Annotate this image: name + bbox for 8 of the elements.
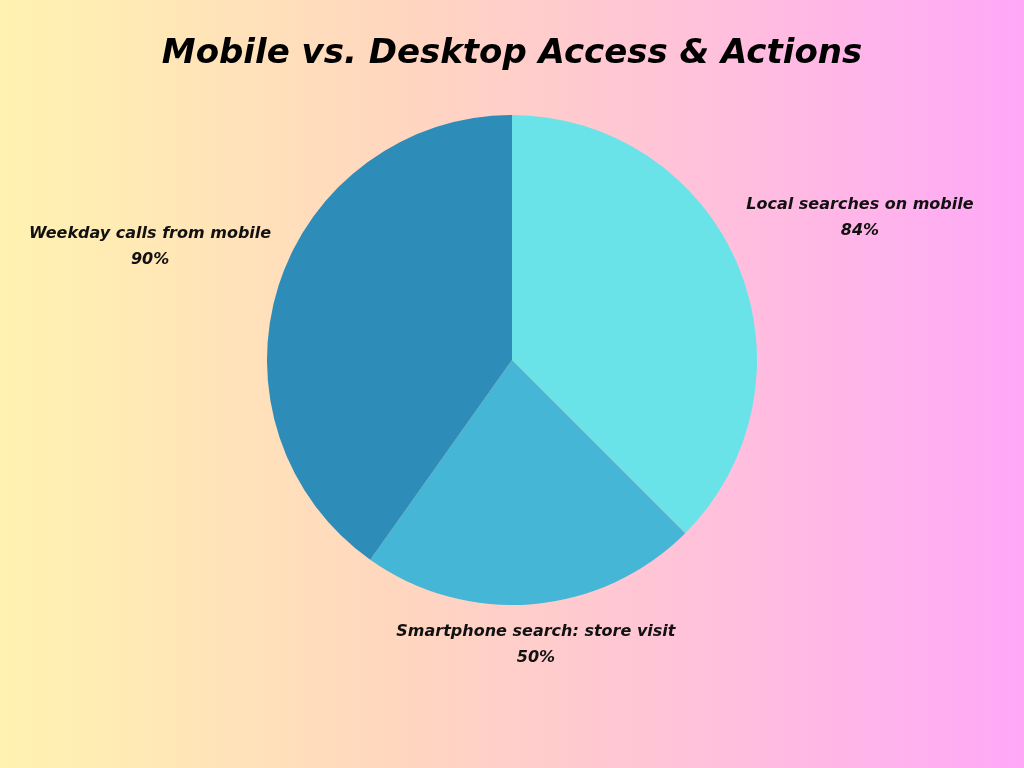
slice-label: Local searches on mobile — [746, 193, 974, 213]
chart-title: Mobile vs. Desktop Access & Actions — [161, 31, 863, 71]
data-label: 90% — [130, 248, 170, 268]
slice-label: Weekday calls from mobile — [29, 222, 272, 242]
data-label: 84% — [840, 219, 880, 239]
data-label: 50% — [516, 647, 556, 667]
slice-label: Smartphone search: store visit — [396, 621, 677, 641]
pie-slice — [370, 360, 686, 605]
